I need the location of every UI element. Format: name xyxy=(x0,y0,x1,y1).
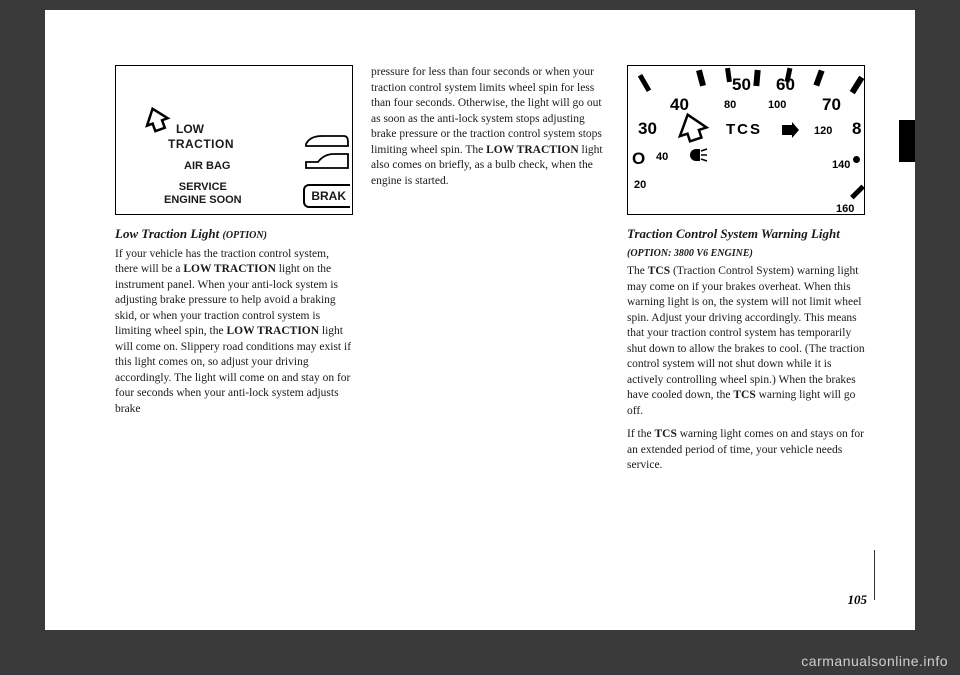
gauge-8: 8 xyxy=(852,118,861,141)
middle-body: pressure for less than four seconds or w… xyxy=(371,65,609,189)
low-traction-body: If your vehicle has the traction control… xyxy=(115,247,353,418)
column-middle: pressure for less than four seconds or w… xyxy=(371,65,609,600)
low-traction-illustration: LOW TRACTION AIR BAG SERVICE ENGINE SOON… xyxy=(115,65,353,215)
tcs-arrow-icon xyxy=(780,122,800,138)
airbag-label: AIR BAG xyxy=(184,159,230,174)
manual-page: LOW TRACTION AIR BAG SERVICE ENGINE SOON… xyxy=(45,10,915,630)
traction-label: TRACTION xyxy=(168,136,234,152)
column-left: LOW TRACTION AIR BAG SERVICE ENGINE SOON… xyxy=(115,65,353,600)
low-label: LOW xyxy=(176,121,204,137)
gauge-tcs: TCS xyxy=(726,120,762,140)
tcs-heading: Traction Control System Warning Light (O… xyxy=(627,225,865,260)
heading-option: (OPTION) xyxy=(223,230,267,241)
tcs-heading-text: Traction Control System Warning Light xyxy=(627,226,840,241)
service-engine-label: SERVICE ENGINE SOON xyxy=(164,181,242,206)
watermark: carmanualsonline.info xyxy=(801,653,948,669)
service-line2: ENGINE SOON xyxy=(164,194,242,206)
tcs-body-1: The TCS (Traction Control System) warnin… xyxy=(627,264,865,419)
tcs-heading-option: (OPTION: 3800 V6 ENGINE) xyxy=(627,248,753,259)
turn-arrow-icon xyxy=(142,106,172,136)
gauge-100s: 100 xyxy=(768,98,786,113)
tcs-gauge-illustration: 50 60 40 80 100 70 30 TCS 120 8 O 40 xyxy=(627,65,865,215)
gauge-50: 50 xyxy=(732,74,751,97)
gauge-80s: 80 xyxy=(724,98,736,113)
service-line1: SERVICE xyxy=(179,181,227,193)
gauge-70: 70 xyxy=(822,94,841,117)
low-traction-heading: Low Traction Light (OPTION) xyxy=(115,225,353,243)
column-right: 50 60 40 80 100 70 30 TCS 120 8 O 40 xyxy=(627,65,865,600)
gauge-30: 30 xyxy=(638,118,657,141)
gauge-120s: 120 xyxy=(814,124,832,139)
section-tab xyxy=(899,120,915,162)
gauge-140s: 140 xyxy=(832,158,850,173)
car-outline-icon xyxy=(304,132,350,176)
gauge-40s: 40 xyxy=(656,150,668,165)
gauge-arrow-icon xyxy=(674,112,710,144)
gauge-o: O xyxy=(632,148,645,171)
gauge-20s: 20 xyxy=(634,178,646,193)
margin-line xyxy=(874,550,875,600)
brake-label: BRAK xyxy=(303,184,350,208)
gauge-160s: 160 xyxy=(836,202,854,215)
gauge-60: 60 xyxy=(776,74,795,97)
heading-text: Low Traction Light xyxy=(115,226,219,241)
headlight-icon xyxy=(686,148,708,162)
page-number: 105 xyxy=(848,592,868,608)
tcs-body-2: If the TCS warning light comes on and st… xyxy=(627,427,865,474)
